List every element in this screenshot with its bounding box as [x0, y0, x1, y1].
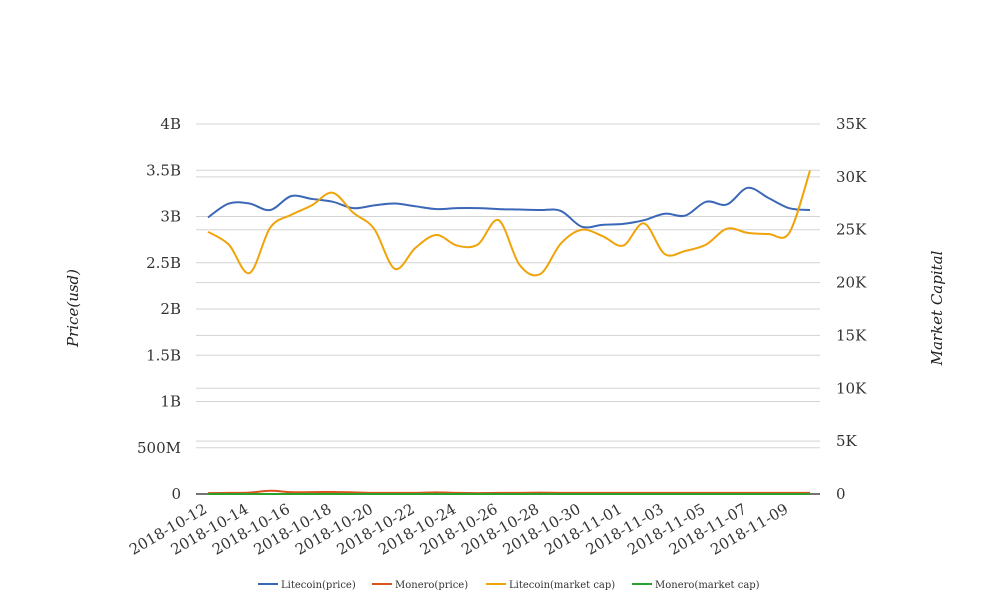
right-tick-label: 35K: [836, 115, 867, 133]
left-tick-label: 3B: [160, 208, 181, 226]
legend-label-litecoin-market-cap: Litecoin(market cap): [509, 580, 615, 591]
right-tick-label: 20K: [836, 274, 867, 292]
right-tick-label: 10K: [836, 379, 867, 397]
right-tick-label: 30K: [836, 168, 867, 186]
legend: Litecoin(price) Monero(price) Litecoin(mar…: [258, 580, 760, 591]
legend-label-litecoin-price: Litecoin(price): [281, 580, 356, 591]
left-tick-label: 3.5B: [146, 161, 181, 179]
right-tick-label: 0: [836, 485, 846, 503]
right-tick-label: 25K: [836, 221, 867, 239]
left-y-axis-ticks: 0 500M 1B 1.5B 2B 2.5B 3B 3.5B 4B: [137, 115, 181, 503]
left-tick-label: 1B: [160, 393, 181, 411]
legend-label-monero-market-cap: Monero(market cap): [655, 580, 760, 591]
left-tick-label: 1.5B: [146, 346, 181, 364]
left-tick-label: 500M: [137, 439, 181, 457]
left-tick-label: 2B: [160, 300, 181, 318]
right-axis-title: Market Capital: [928, 250, 946, 366]
series-line-monero-price: [207, 489, 810, 495]
series-line-litecoin-market-cap: [207, 170, 811, 277]
right-tick-label: 5K: [836, 432, 858, 450]
series-line-litecoin-price: [207, 186, 811, 229]
legend-label-monero-price: Monero(price): [395, 580, 468, 591]
gridlines: [196, 123, 820, 495]
x-axis-ticks: 2018-10-122018-10-142018-10-162018-10-18…: [126, 500, 791, 559]
right-y-axis-ticks: 0 5K 10K 15K 20K 25K 30K 35K: [836, 115, 867, 503]
series-lines: [207, 170, 811, 495]
left-tick-label: 0: [171, 485, 181, 503]
left-tick-label: 4B: [160, 115, 181, 133]
right-tick-label: 15K: [836, 326, 867, 344]
left-axis-title: Price(usd): [64, 269, 82, 348]
left-tick-label: 2.5B: [146, 254, 181, 272]
